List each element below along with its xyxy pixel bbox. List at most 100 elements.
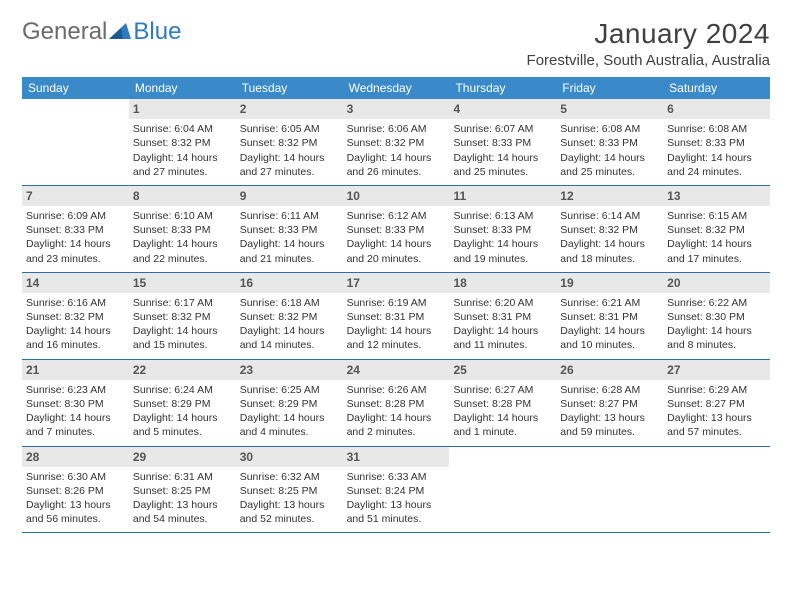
day-number: 15 xyxy=(129,273,236,293)
day-number: 31 xyxy=(343,447,450,467)
day-number: 24 xyxy=(343,360,450,380)
day-number: 3 xyxy=(343,99,450,119)
sunrise-text: Sunrise: 6:11 AM xyxy=(240,209,339,223)
sunrise-text: Sunrise: 6:24 AM xyxy=(133,383,232,397)
day-number: 18 xyxy=(449,273,556,293)
sunset-text: Sunset: 8:32 PM xyxy=(133,136,232,150)
daylight-text: Daylight: 13 hours and 54 minutes. xyxy=(133,498,232,526)
daylight-text: Daylight: 13 hours and 51 minutes. xyxy=(347,498,446,526)
daylight-text: Daylight: 14 hours and 5 minutes. xyxy=(133,411,232,439)
sunset-text: Sunset: 8:28 PM xyxy=(453,397,552,411)
day-cell: 2Sunrise: 6:05 AMSunset: 8:32 PMDaylight… xyxy=(236,99,343,185)
sunrise-text: Sunrise: 6:15 AM xyxy=(667,209,766,223)
daylight-text: Daylight: 14 hours and 16 minutes. xyxy=(26,324,125,352)
day-number: 2 xyxy=(236,99,343,119)
week-row: 14Sunrise: 6:16 AMSunset: 8:32 PMDayligh… xyxy=(22,273,770,360)
day-number: 7 xyxy=(22,186,129,206)
sunrise-text: Sunrise: 6:06 AM xyxy=(347,122,446,136)
day-number: 13 xyxy=(663,186,770,206)
sunset-text: Sunset: 8:33 PM xyxy=(240,223,339,237)
sunset-text: Sunset: 8:31 PM xyxy=(453,310,552,324)
sunrise-text: Sunrise: 6:25 AM xyxy=(240,383,339,397)
sunset-text: Sunset: 8:30 PM xyxy=(26,397,125,411)
sunrise-text: Sunrise: 6:17 AM xyxy=(133,296,232,310)
daylight-text: Daylight: 14 hours and 19 minutes. xyxy=(453,237,552,265)
day-number: 28 xyxy=(22,447,129,467)
daylight-text: Daylight: 14 hours and 4 minutes. xyxy=(240,411,339,439)
day-number: 5 xyxy=(556,99,663,119)
sunset-text: Sunset: 8:25 PM xyxy=(133,484,232,498)
day-cell: 25Sunrise: 6:27 AMSunset: 8:28 PMDayligh… xyxy=(449,360,556,446)
daylight-text: Daylight: 14 hours and 7 minutes. xyxy=(26,411,125,439)
weekday-header: Friday xyxy=(556,77,663,99)
sunrise-text: Sunrise: 6:05 AM xyxy=(240,122,339,136)
sunset-text: Sunset: 8:32 PM xyxy=(240,136,339,150)
weekday-header: Monday xyxy=(129,77,236,99)
sunset-text: Sunset: 8:31 PM xyxy=(560,310,659,324)
sunset-text: Sunset: 8:24 PM xyxy=(347,484,446,498)
sunrise-text: Sunrise: 6:32 AM xyxy=(240,470,339,484)
day-number: 22 xyxy=(129,360,236,380)
header-row: General Blue January 2024 Forestville, S… xyxy=(22,18,770,69)
sunrise-text: Sunrise: 6:14 AM xyxy=(560,209,659,223)
daylight-text: Daylight: 14 hours and 26 minutes. xyxy=(347,151,446,179)
day-cell: 20Sunrise: 6:22 AMSunset: 8:30 PMDayligh… xyxy=(663,273,770,359)
day-cell: 27Sunrise: 6:29 AMSunset: 8:27 PMDayligh… xyxy=(663,360,770,446)
sunrise-text: Sunrise: 6:13 AM xyxy=(453,209,552,223)
sunset-text: Sunset: 8:25 PM xyxy=(240,484,339,498)
day-number: 11 xyxy=(449,186,556,206)
weekday-header: Wednesday xyxy=(343,77,450,99)
sunset-text: Sunset: 8:32 PM xyxy=(240,310,339,324)
day-number: 12 xyxy=(556,186,663,206)
daylight-text: Daylight: 14 hours and 24 minutes. xyxy=(667,151,766,179)
calendar-grid: Sunday Monday Tuesday Wednesday Thursday… xyxy=(22,77,770,533)
day-cell: 7Sunrise: 6:09 AMSunset: 8:33 PMDaylight… xyxy=(22,186,129,272)
sunrise-text: Sunrise: 6:27 AM xyxy=(453,383,552,397)
day-cell: 24Sunrise: 6:26 AMSunset: 8:28 PMDayligh… xyxy=(343,360,450,446)
day-cell: 21Sunrise: 6:23 AMSunset: 8:30 PMDayligh… xyxy=(22,360,129,446)
day-cell: 6Sunrise: 6:08 AMSunset: 8:33 PMDaylight… xyxy=(663,99,770,185)
daylight-text: Daylight: 14 hours and 23 minutes. xyxy=(26,237,125,265)
day-number: 20 xyxy=(663,273,770,293)
weekday-header: Thursday xyxy=(449,77,556,99)
daylight-text: Daylight: 13 hours and 57 minutes. xyxy=(667,411,766,439)
daylight-text: Daylight: 14 hours and 18 minutes. xyxy=(560,237,659,265)
sunset-text: Sunset: 8:26 PM xyxy=(26,484,125,498)
daylight-text: Daylight: 14 hours and 20 minutes. xyxy=(347,237,446,265)
day-number: 25 xyxy=(449,360,556,380)
day-number: 17 xyxy=(343,273,450,293)
sunrise-text: Sunrise: 6:19 AM xyxy=(347,296,446,310)
sunrise-text: Sunrise: 6:22 AM xyxy=(667,296,766,310)
sunrise-text: Sunrise: 6:26 AM xyxy=(347,383,446,397)
day-number: 10 xyxy=(343,186,450,206)
sunset-text: Sunset: 8:33 PM xyxy=(560,136,659,150)
sunset-text: Sunset: 8:33 PM xyxy=(26,223,125,237)
daylight-text: Daylight: 14 hours and 25 minutes. xyxy=(453,151,552,179)
day-number: 8 xyxy=(129,186,236,206)
day-cell: 22Sunrise: 6:24 AMSunset: 8:29 PMDayligh… xyxy=(129,360,236,446)
day-cell xyxy=(556,447,663,533)
sunrise-text: Sunrise: 6:28 AM xyxy=(560,383,659,397)
sunrise-text: Sunrise: 6:20 AM xyxy=(453,296,552,310)
day-number: 4 xyxy=(449,99,556,119)
sunset-text: Sunset: 8:33 PM xyxy=(667,136,766,150)
brand-word-1: General xyxy=(22,18,107,46)
location-text: Forestville, South Australia, Australia xyxy=(527,52,770,69)
sunset-text: Sunset: 8:27 PM xyxy=(560,397,659,411)
sunrise-text: Sunrise: 6:30 AM xyxy=(26,470,125,484)
daylight-text: Daylight: 13 hours and 52 minutes. xyxy=(240,498,339,526)
sunset-text: Sunset: 8:30 PM xyxy=(667,310,766,324)
sunset-text: Sunset: 8:33 PM xyxy=(453,223,552,237)
day-cell: 15Sunrise: 6:17 AMSunset: 8:32 PMDayligh… xyxy=(129,273,236,359)
day-cell: 3 Sunrise: 6:06 AMSunset: 8:32 PMDaylight… xyxy=(343,99,450,185)
day-cell: 12Sunrise: 6:14 AMSunset: 8:32 PMDayligh… xyxy=(556,186,663,272)
sunset-text: Sunset: 8:32 PM xyxy=(26,310,125,324)
daylight-text: Daylight: 14 hours and 27 minutes. xyxy=(133,151,232,179)
brand-logo: General Blue xyxy=(22,18,181,46)
day-number: 19 xyxy=(556,273,663,293)
day-cell: 19Sunrise: 6:21 AMSunset: 8:31 PMDayligh… xyxy=(556,273,663,359)
day-cell: 8Sunrise: 6:10 AMSunset: 8:33 PMDaylight… xyxy=(129,186,236,272)
sunset-text: Sunset: 8:32 PM xyxy=(347,136,446,150)
weeks-container: 1Sunrise: 6:04 AMSunset: 8:32 PMDaylight… xyxy=(22,99,770,533)
daylight-text: Daylight: 14 hours and 14 minutes. xyxy=(240,324,339,352)
